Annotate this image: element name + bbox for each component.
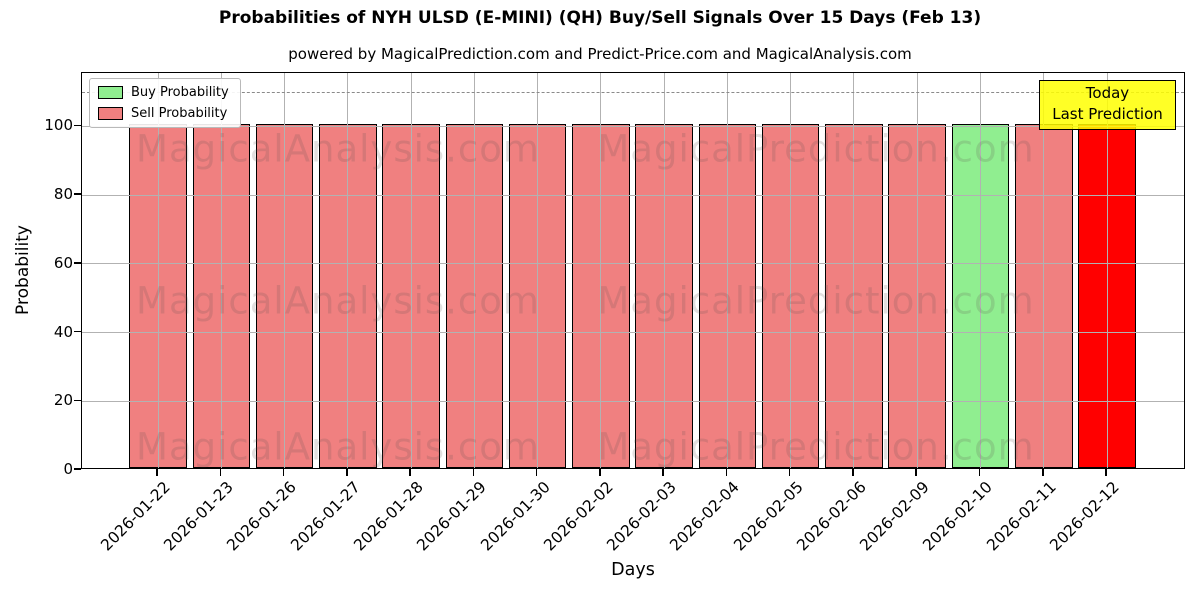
x-tick	[788, 469, 791, 476]
x-tick	[852, 469, 854, 476]
plot-area: MagicalAnalysis.com MagicalPrediction.co…	[81, 72, 1185, 469]
x-tick	[409, 469, 411, 476]
x-axis-label: Days	[611, 560, 655, 580]
x-tick	[1105, 469, 1107, 476]
x-tick	[662, 469, 664, 476]
y-gridline	[82, 332, 1184, 333]
x-gridline	[220, 73, 222, 468]
chart-subtitle: powered by MagicalPrediction.com and Pre…	[288, 45, 912, 63]
x-tick	[346, 469, 348, 476]
x-tick	[599, 469, 601, 476]
y-gridline	[82, 194, 1184, 196]
watermark-analysis: MagicalAnalysis.com	[136, 127, 540, 171]
x-tick	[1042, 469, 1044, 476]
y-gridline	[82, 263, 1184, 265]
watermark-prediction: MagicalPrediction.com	[597, 279, 1035, 323]
watermark-analysis: MagicalAnalysis.com	[136, 425, 540, 469]
y-tick-label: 80	[53, 185, 73, 204]
sell-swatch-icon	[98, 107, 123, 120]
y-tick-label: 100	[44, 116, 73, 135]
x-tick	[156, 469, 158, 476]
x-tick	[472, 469, 475, 476]
buy-swatch-icon	[98, 86, 123, 99]
watermark-analysis: MagicalAnalysis.com	[136, 279, 540, 323]
annotation-line-last-prediction: Last Prediction	[1052, 105, 1163, 124]
y-tick	[74, 124, 81, 127]
x-tick	[978, 469, 981, 476]
legend-item-buy: Buy Probability	[98, 85, 229, 100]
legend-item-sell: Sell Probability	[98, 106, 229, 121]
x-tick	[219, 469, 222, 476]
x-gridline	[726, 73, 728, 468]
x-gridline	[1106, 73, 1108, 468]
annotation-line-today: Today	[1085, 84, 1130, 102]
legend: Buy Probability Sell Probability	[89, 78, 241, 128]
y-tick	[74, 399, 81, 401]
y-tick-label: 20	[53, 391, 73, 410]
x-gridline	[1043, 73, 1045, 468]
legend-label-buy: Buy Probability	[131, 85, 229, 100]
x-gridline	[600, 73, 602, 468]
y-tick-label: 40	[53, 322, 73, 341]
y-tick	[74, 468, 81, 470]
watermark-prediction: MagicalPrediction.com	[597, 127, 1035, 171]
x-tick	[725, 469, 728, 476]
x-tick	[535, 469, 538, 476]
y-gridline	[82, 400, 1184, 402]
annotation-today-box: Today Last Prediction	[1039, 80, 1176, 130]
y-tick	[74, 262, 81, 264]
x-gridline	[473, 73, 475, 468]
x-gridline	[157, 73, 159, 468]
x-gridline	[284, 73, 286, 468]
x-gridline	[790, 73, 792, 468]
legend-label-sell: Sell Probability	[131, 106, 228, 121]
x-gridline	[916, 73, 918, 468]
y-gridline	[82, 125, 1184, 127]
y-tick	[74, 193, 81, 195]
x-tick	[282, 469, 285, 476]
y-tick-label: 0	[63, 460, 73, 478]
x-gridline	[853, 73, 855, 468]
x-gridline	[537, 73, 539, 468]
y-tick-label: 60	[53, 253, 73, 272]
x-tick	[915, 469, 917, 476]
dashed-threshold-line	[82, 91, 1184, 93]
y-tick	[74, 330, 81, 333]
chart-title: Probabilities of NYH ULSD (E-MINI) (QH) …	[218, 8, 982, 28]
x-gridline	[980, 73, 981, 468]
watermark-prediction: MagicalPrediction.com	[597, 425, 1035, 469]
x-gridline	[410, 73, 412, 468]
x-gridline	[347, 73, 349, 468]
x-gridline	[663, 73, 665, 468]
